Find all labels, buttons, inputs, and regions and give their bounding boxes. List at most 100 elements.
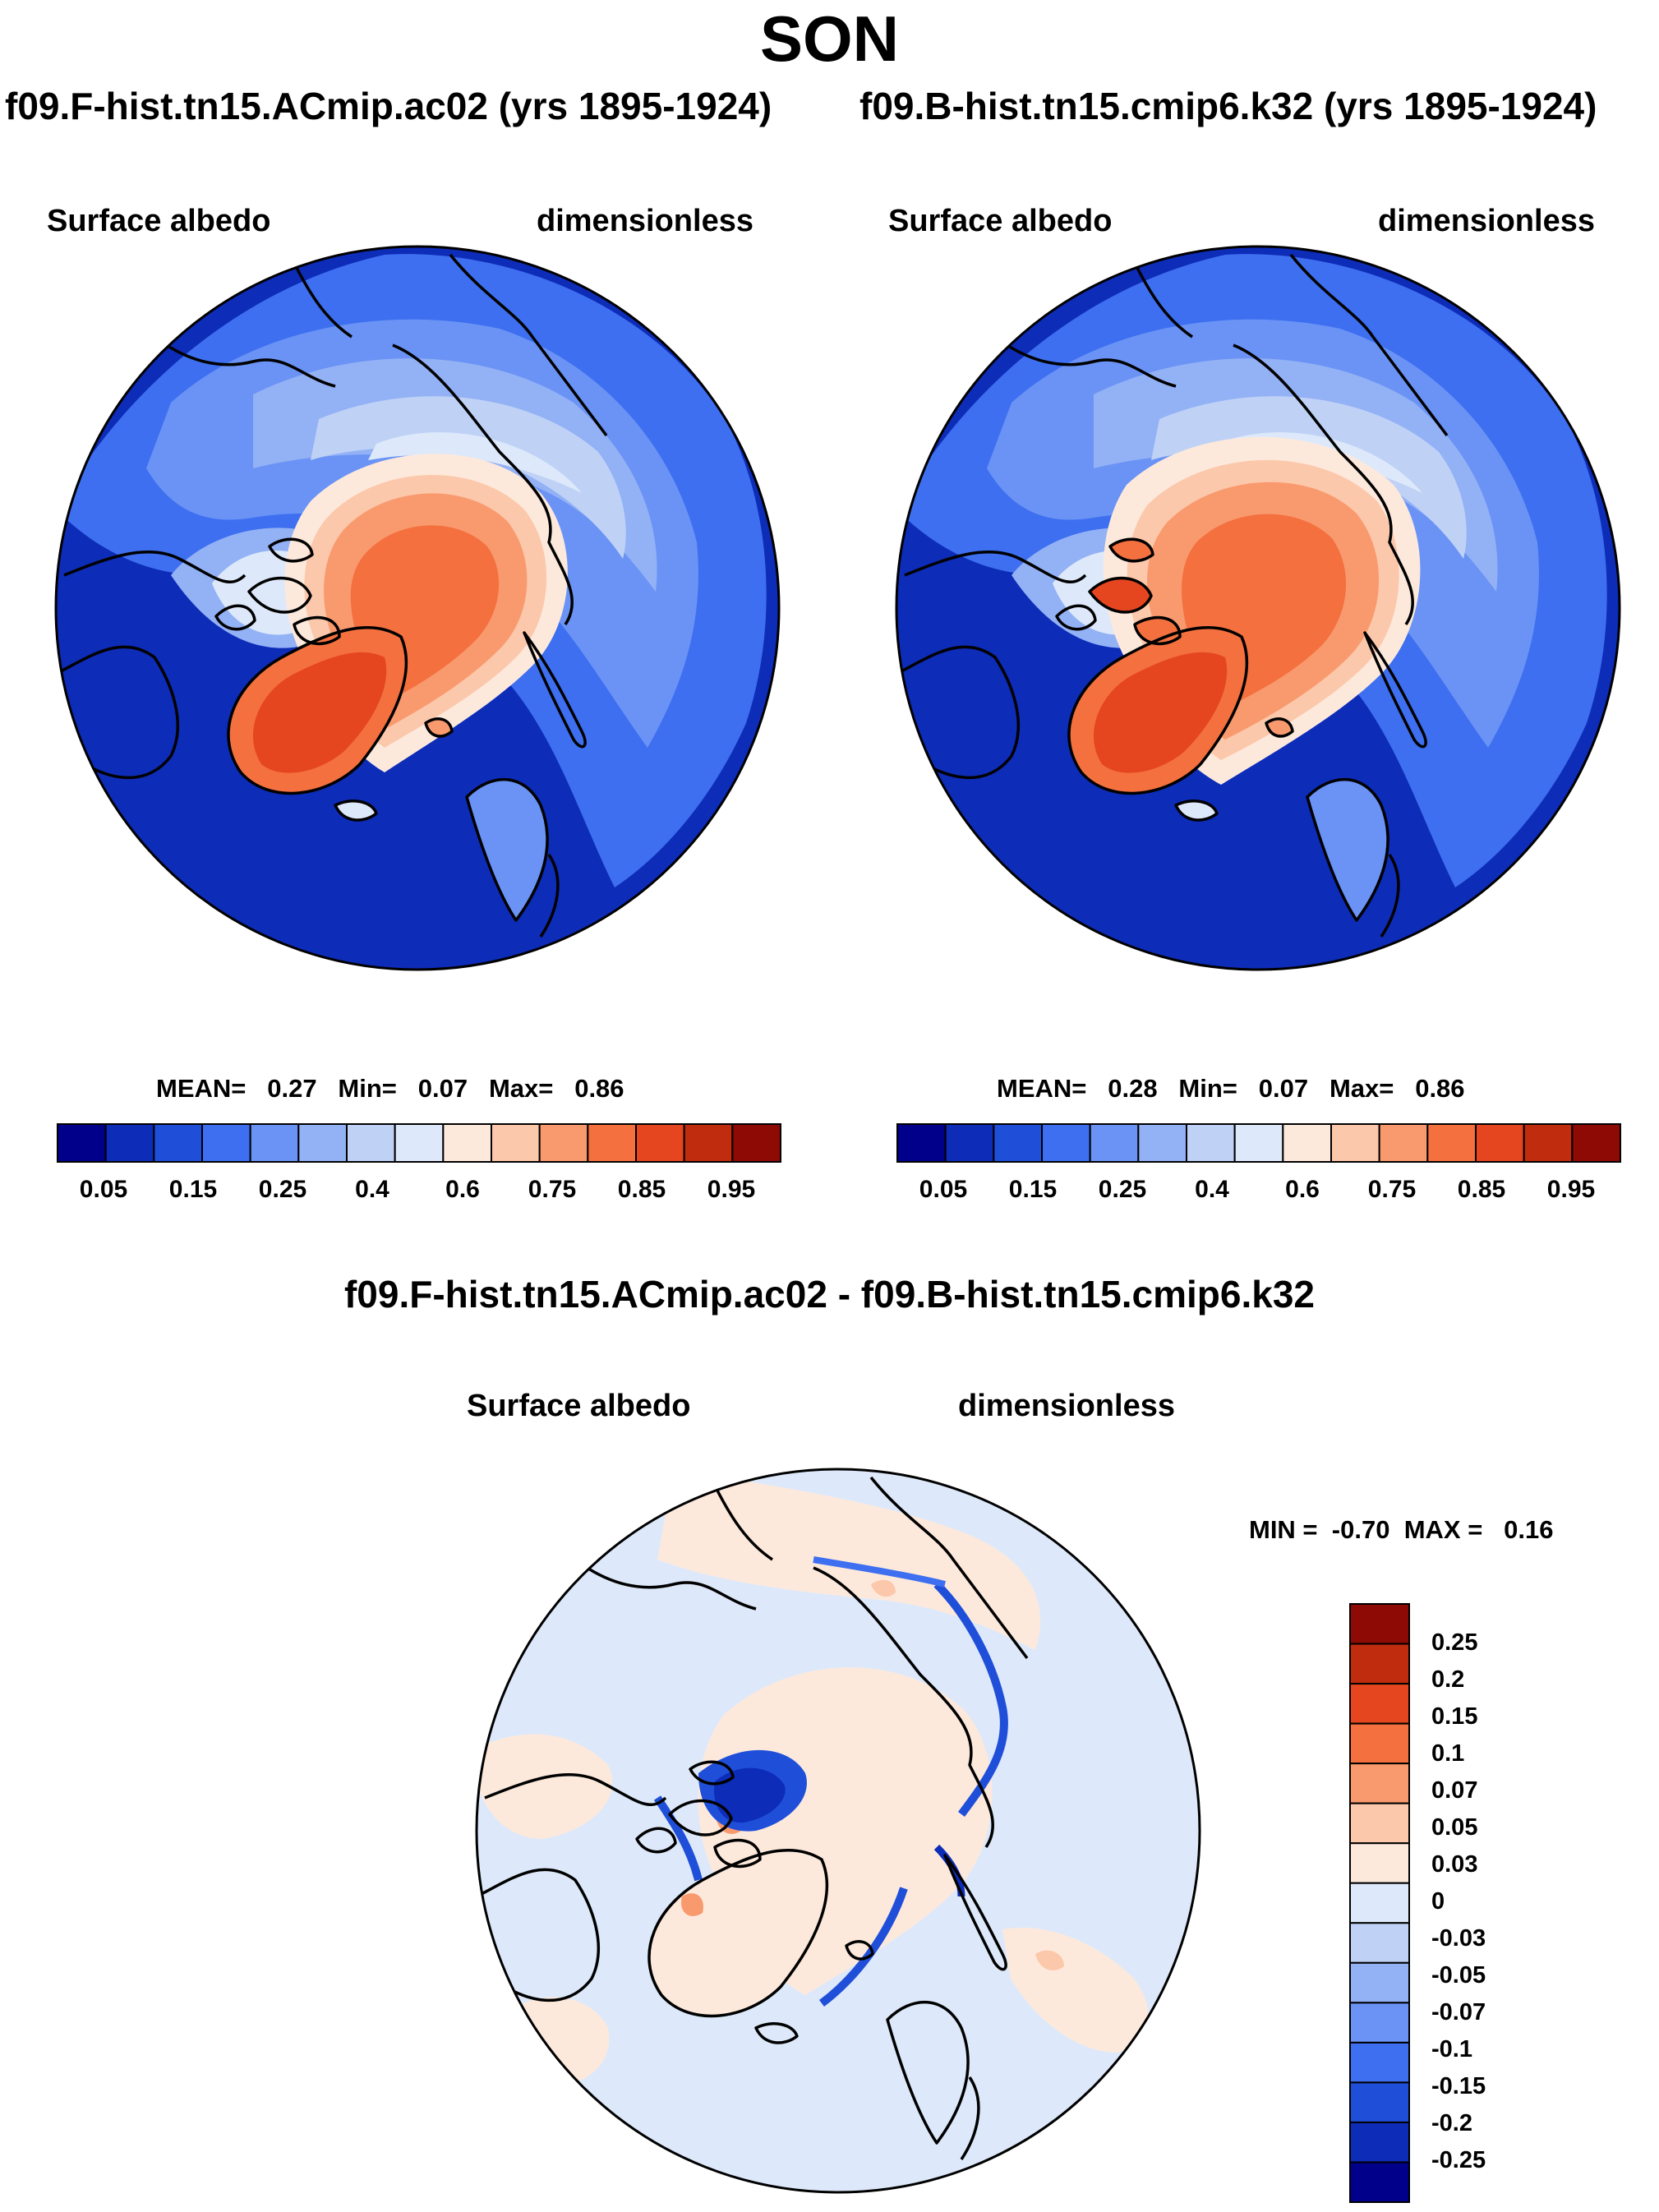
colorbar-swatch bbox=[1475, 1123, 1525, 1163]
units-right: dimensionless bbox=[1378, 204, 1595, 238]
cbar-right-tick: 0.95 bbox=[1546, 1176, 1596, 1203]
colorbar-swatch bbox=[1282, 1123, 1333, 1163]
colorbar-swatch bbox=[249, 1123, 300, 1163]
stats-left: MEAN= 0.27 Min= 0.07 Max= 0.86 bbox=[156, 1074, 624, 1104]
max-value-diff: 0.16 bbox=[1504, 1515, 1554, 1544]
units-left: dimensionless bbox=[537, 204, 753, 238]
polar-map-left bbox=[54, 245, 781, 971]
units-diff: dimensionless bbox=[958, 1389, 1175, 1423]
colorbar-swatch bbox=[1186, 1123, 1236, 1163]
page-title: SON bbox=[759, 2, 900, 75]
colorbar-swatch bbox=[683, 1123, 734, 1163]
colorbar-swatch bbox=[153, 1123, 204, 1163]
cbar-diff-tick: 0.25 bbox=[1431, 1629, 1478, 1656]
cbar-diff-tick: 0.03 bbox=[1431, 1851, 1478, 1878]
cbar-diff-tick: 0.07 bbox=[1431, 1777, 1478, 1804]
colorbar-swatch bbox=[1041, 1123, 1091, 1163]
max-value-right: 0.86 bbox=[1415, 1074, 1465, 1103]
colorbar-swatch bbox=[1349, 1922, 1410, 1964]
cbar-diff-tick: 0 bbox=[1431, 1888, 1445, 1915]
case-title-left: f09.F-hist.tn15.ACmip.ac02 (yrs 1895-192… bbox=[5, 85, 772, 127]
cbar-diff-tick: 0.2 bbox=[1431, 1666, 1465, 1693]
mean-label-left: MEAN= bbox=[156, 1074, 247, 1103]
mean-value-right: 0.28 bbox=[1108, 1074, 1158, 1103]
cbar-diff-tick: 0.05 bbox=[1431, 1814, 1478, 1841]
colorbar-swatch bbox=[1349, 1643, 1410, 1685]
field-name-right: Surface albedo bbox=[888, 204, 1113, 238]
stats-diff: MIN = -0.70 MAX = 0.16 bbox=[1249, 1515, 1553, 1545]
colorbar-swatch bbox=[394, 1123, 445, 1163]
colorbar-swatch bbox=[1426, 1123, 1477, 1163]
min-value-right: 0.07 bbox=[1258, 1074, 1309, 1103]
colorbar-swatch bbox=[635, 1123, 685, 1163]
field-name-diff: Surface albedo bbox=[467, 1389, 691, 1423]
colorbar-swatch bbox=[57, 1123, 107, 1163]
case-title-right: f09.B-hist.tn15.cmip6.k32 (yrs 1895-1924… bbox=[859, 85, 1597, 127]
colorbar-swatch bbox=[1349, 2161, 1410, 2204]
cbar-diff-tick: -0.07 bbox=[1431, 1999, 1486, 2025]
colorbar-swatch bbox=[1349, 2041, 1410, 2084]
polar-map-difference bbox=[475, 1468, 1201, 2194]
colorbar-swatch bbox=[491, 1123, 541, 1163]
cbar-left-tick: 0.95 bbox=[707, 1176, 756, 1203]
colorbar-swatch bbox=[993, 1123, 1044, 1163]
colorbar-swatch bbox=[1349, 1722, 1410, 1765]
cbar-diff-tick: -0.2 bbox=[1431, 2110, 1472, 2136]
cbar-left-tick: 0.4 bbox=[355, 1176, 389, 1203]
cbar-diff-tick: 0.1 bbox=[1431, 1740, 1465, 1767]
colorbar-swatch bbox=[1349, 1882, 1410, 1924]
min-label-left: Min= bbox=[338, 1074, 397, 1103]
colorbar-swatch bbox=[1349, 1802, 1410, 1845]
cbar-diff-tick: -0.1 bbox=[1431, 2036, 1472, 2062]
colorbar-swatch bbox=[1349, 1842, 1410, 1884]
stats-right: MEAN= 0.28 Min= 0.07 Max= 0.86 bbox=[997, 1074, 1465, 1104]
max-value-left: 0.86 bbox=[574, 1074, 624, 1103]
field-name-left: Surface albedo bbox=[47, 204, 271, 238]
max-label-diff: MAX = bbox=[1403, 1515, 1483, 1544]
colorbar-swatch bbox=[297, 1123, 348, 1163]
colorbar-swatch bbox=[731, 1123, 781, 1163]
colorbar-swatch bbox=[896, 1123, 947, 1163]
colorbar-swatch bbox=[587, 1123, 637, 1163]
colorbar-swatch bbox=[104, 1123, 155, 1163]
colorbar-swatch bbox=[1378, 1123, 1429, 1163]
cbar-left-tick: 0.85 bbox=[617, 1176, 666, 1203]
colorbar-swatch bbox=[201, 1123, 251, 1163]
colorbar-swatch bbox=[1349, 2002, 1410, 2044]
polar-map-right bbox=[895, 245, 1621, 971]
colorbar-swatch bbox=[442, 1123, 493, 1163]
colorbar-left bbox=[57, 1123, 781, 1163]
min-value-left: 0.07 bbox=[417, 1074, 468, 1103]
min-label-right: Min= bbox=[1178, 1074, 1237, 1103]
cbar-left-tick: 0.75 bbox=[528, 1176, 577, 1203]
colorbar-swatch bbox=[1349, 1683, 1410, 1725]
max-label-right: Max= bbox=[1329, 1074, 1394, 1103]
cbar-right-tick: 0.4 bbox=[1195, 1176, 1229, 1203]
colorbar-swatch bbox=[1523, 1123, 1574, 1163]
min-label-diff: MIN = bbox=[1249, 1515, 1318, 1544]
colorbar-swatch bbox=[1330, 1123, 1380, 1163]
colorbar-difference bbox=[1349, 1603, 1410, 2204]
cbar-right-tick: 0.6 bbox=[1285, 1176, 1320, 1203]
colorbar-swatch bbox=[944, 1123, 995, 1163]
min-value-diff: -0.70 bbox=[1331, 1515, 1390, 1544]
cbar-right-tick: 0.05 bbox=[919, 1176, 968, 1203]
difference-title: f09.F-hist.tn15.ACmip.ac02 - f09.B-hist.… bbox=[343, 1273, 1316, 1316]
cbar-diff-tick: -0.15 bbox=[1431, 2073, 1486, 2099]
colorbar-swatch bbox=[1349, 1763, 1410, 1804]
colorbar-swatch bbox=[1349, 2081, 1410, 2123]
cbar-right-tick: 0.75 bbox=[1367, 1176, 1417, 1203]
mean-value-left: 0.27 bbox=[267, 1074, 317, 1103]
colorbar-swatch bbox=[1349, 2121, 1410, 2164]
cbar-diff-tick: -0.05 bbox=[1431, 1962, 1486, 1988]
cbar-right-tick: 0.85 bbox=[1457, 1176, 1506, 1203]
cbar-right-tick: 0.25 bbox=[1098, 1176, 1147, 1203]
cbar-left-tick: 0.15 bbox=[168, 1176, 218, 1203]
cbar-diff-tick: 0.15 bbox=[1431, 1703, 1478, 1730]
max-label-left: Max= bbox=[488, 1074, 554, 1103]
cbar-left-tick: 0.25 bbox=[258, 1176, 307, 1203]
cbar-left-tick: 0.6 bbox=[445, 1176, 480, 1203]
colorbar-swatch bbox=[1089, 1123, 1140, 1163]
colorbar-swatch bbox=[1349, 1961, 1410, 2004]
cbar-diff-tick: -0.03 bbox=[1431, 1925, 1486, 1952]
